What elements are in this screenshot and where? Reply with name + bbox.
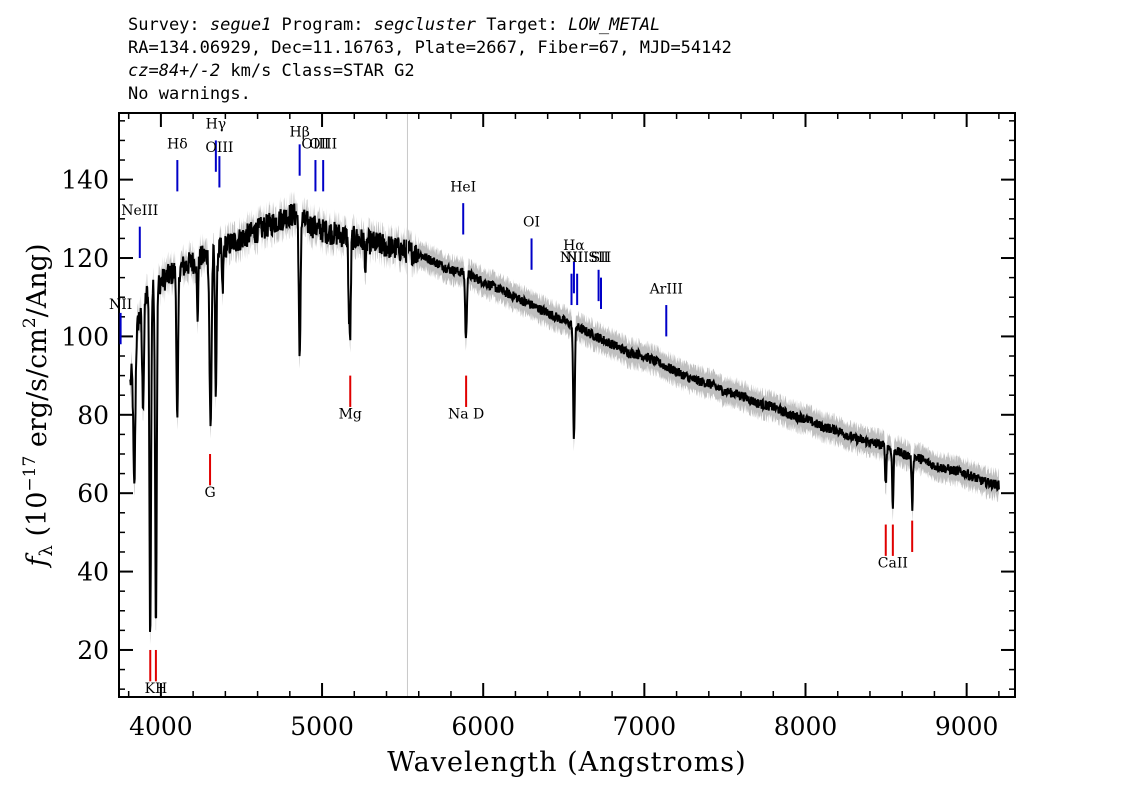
x-tick-label: 4000	[129, 712, 193, 741]
target-label: Target:	[476, 15, 569, 35]
absorption-line-label: KH	[145, 681, 168, 697]
program-label: Program:	[271, 15, 374, 35]
x-tick-label: 5000	[290, 712, 354, 741]
y-axis-label-exp2: 2	[20, 317, 40, 328]
absorption-line-label: CaII	[878, 556, 908, 572]
target-value: LOW_METAL	[568, 15, 661, 35]
plot-frame	[118, 112, 1016, 698]
flux-line	[129, 203, 1000, 632]
emission-line-label: Hβ	[289, 125, 309, 141]
emission-line-label: HeI	[450, 179, 476, 195]
emission-line-label: NII	[560, 250, 583, 266]
y-tick-label: 20	[77, 636, 109, 665]
emission-line-label: Hγ	[206, 117, 227, 133]
emission-line-label: Hδ	[167, 136, 188, 152]
emission-line-label: NII	[565, 250, 588, 266]
emission-line-label: OI	[523, 215, 540, 231]
y-axis-label-exp1: −17	[20, 456, 40, 492]
warnings-text: No warnings.	[128, 84, 251, 104]
axis-ticks: 4000 5000 6000 7000 8000 9000 20 40 60 80 100 120 14…	[61, 113, 1015, 741]
y-tick-label: 100	[61, 322, 109, 351]
survey-label: Survey:	[128, 15, 210, 35]
y-tick-label: 40	[77, 558, 109, 587]
absorption-line-label: Mg	[339, 407, 362, 423]
emission-line-label: NeIII	[121, 203, 158, 219]
x-tick-label: 9000	[935, 712, 999, 741]
x-tick-label: 8000	[774, 712, 838, 741]
emission-line-label: ArIII	[649, 281, 683, 297]
spectrum-header-line1: Survey: segue1 Program: segcluster Targe…	[128, 14, 660, 36]
y-axis-label-c: /Ang)	[22, 244, 53, 318]
emission-line-label: OIII	[301, 136, 329, 152]
y-axis-label-sub: λ	[36, 545, 57, 556]
emission-line-label: NII	[109, 297, 132, 313]
x-tick-label: 7000	[613, 712, 677, 741]
class-text: km/s Class=STAR G2	[220, 61, 415, 81]
y-tick-label: 120	[61, 244, 109, 273]
emission-line-label: OIII	[205, 140, 233, 156]
plot-layer	[129, 113, 1000, 697]
program-value: segcluster	[373, 15, 477, 35]
x-tick-label: 6000	[451, 712, 515, 741]
y-tick-label: 140	[61, 166, 109, 195]
redshift-value: cz=84+/-2	[128, 61, 221, 81]
y-axis-label: fλ (10−17 erg/s/cm2/Ang)	[20, 244, 57, 569]
error-band	[130, 191, 999, 645]
emission-line-label: SII	[588, 250, 609, 266]
y-axis-label-b: erg/s/cm	[22, 328, 53, 456]
emission-line-label: SII	[591, 250, 612, 266]
spectrum-header-line3: cz=84+/-2 km/s Class=STAR G2	[128, 60, 415, 82]
x-axis-label: Wavelength (Angstroms)	[387, 747, 746, 778]
y-tick-label: 60	[77, 479, 109, 508]
survey-value: segue1	[209, 15, 272, 35]
absorption-line-label: Na D	[448, 407, 484, 423]
absorption-line-label: G	[204, 485, 215, 501]
emission-line-label: OIII	[309, 136, 337, 152]
emission-line-label: Hα	[563, 238, 585, 254]
y-tick-label: 80	[77, 401, 109, 430]
y-axis-label-a: (10	[22, 492, 53, 545]
spectrum-header-line2: RA=134.06929, Dec=11.16763, Plate=2667, …	[128, 38, 732, 58]
